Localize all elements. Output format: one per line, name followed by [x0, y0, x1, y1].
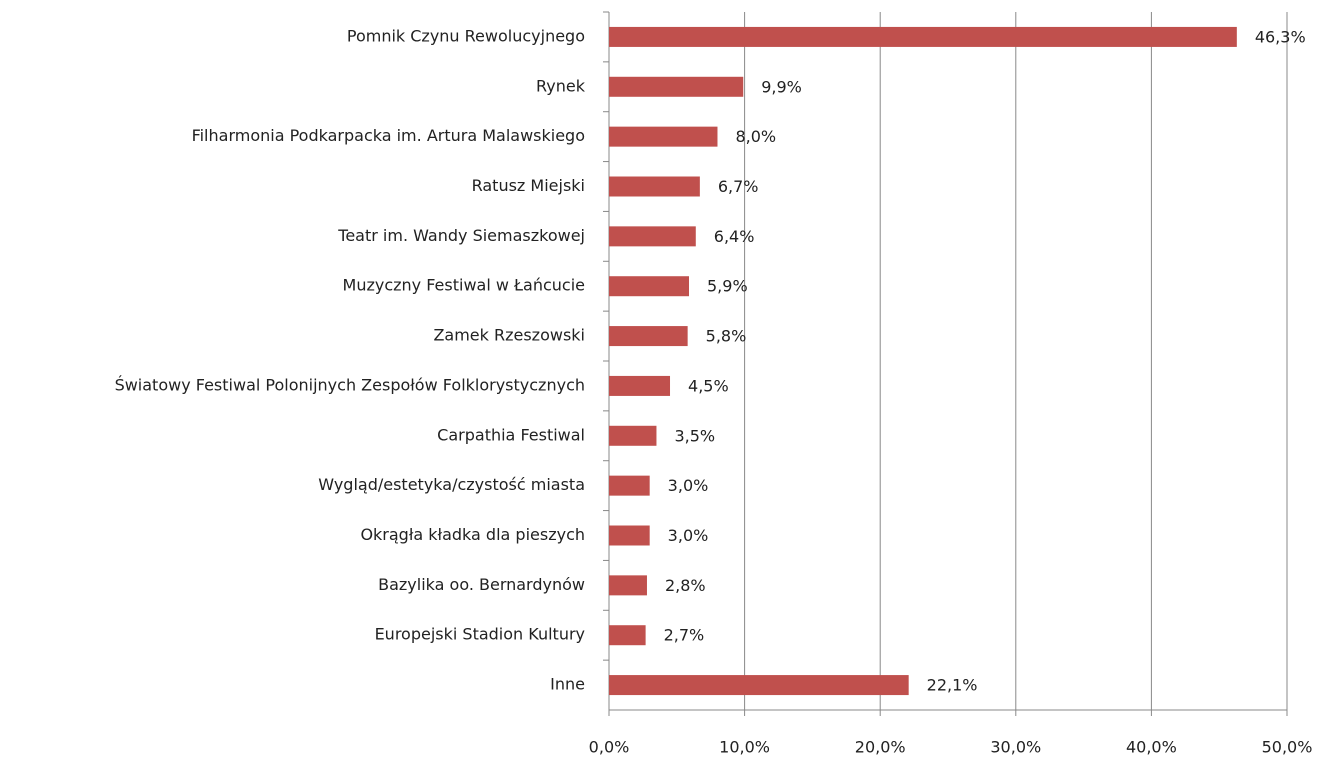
value-label: 2,8% — [665, 576, 706, 595]
y-tick-label: Europejski Stadion Kultury — [375, 625, 585, 644]
bar — [609, 425, 657, 446]
value-label: 3,5% — [674, 426, 715, 445]
y-tick-label: Ratusz Miejski — [472, 176, 585, 195]
value-label: 8,0% — [735, 127, 776, 146]
y-tick-label: Muzyczny Festiwal w Łańcucie — [343, 276, 585, 295]
value-label: 3,0% — [668, 476, 709, 495]
x-tick-label: 50,0% — [1262, 738, 1313, 757]
y-tick-label: Okrągła kładka dla pieszych — [360, 525, 585, 544]
bar — [609, 226, 696, 247]
bar — [609, 575, 647, 596]
y-tick-label: Pomnik Czynu Rewolucyjnego — [347, 26, 585, 45]
y-tick-label: Carpathia Festiwal — [437, 425, 585, 444]
bar — [609, 625, 646, 646]
bar — [609, 176, 700, 197]
value-label: 3,0% — [668, 526, 709, 545]
x-tick-label: 10,0% — [719, 738, 770, 757]
x-tick-label: 0,0% — [589, 738, 630, 757]
value-label: 2,7% — [664, 626, 705, 645]
bar — [609, 525, 650, 546]
bar — [609, 126, 718, 147]
bar — [609, 26, 1237, 47]
y-tick-label: Zamek Rzeszowski — [433, 326, 585, 345]
y-tick-label: Wygląd/estetyka/czystość miasta — [318, 475, 585, 494]
value-label: 5,8% — [706, 327, 747, 346]
y-tick-label: Filharmonia Podkarpacka im. Artura Malaw… — [192, 126, 585, 145]
y-tick-label: Światowy Festiwal Polonijnych Zespołów F… — [115, 375, 585, 394]
value-label: 22,1% — [927, 676, 978, 695]
bar — [609, 276, 690, 297]
x-tick-label: 30,0% — [990, 738, 1041, 757]
value-label: 5,9% — [707, 277, 748, 296]
y-tick-label: Bazylika oo. Bernardynów — [378, 575, 585, 594]
value-label: 6,4% — [714, 227, 755, 246]
x-tick-label: 20,0% — [855, 738, 906, 757]
value-label: 9,9% — [761, 77, 802, 96]
value-label: 4,5% — [688, 376, 729, 395]
bar — [609, 675, 909, 696]
bar — [609, 76, 744, 97]
y-tick-label: Inne — [550, 675, 585, 694]
value-label: 46,3% — [1255, 27, 1306, 46]
bar — [609, 475, 650, 496]
y-tick-label: Rynek — [536, 76, 586, 95]
y-tick-label: Teatr im. Wandy Siemaszkowej — [337, 226, 585, 245]
bar — [609, 326, 688, 347]
x-tick-label: 40,0% — [1126, 738, 1177, 757]
bar — [609, 375, 671, 396]
value-label: 6,7% — [718, 177, 759, 196]
